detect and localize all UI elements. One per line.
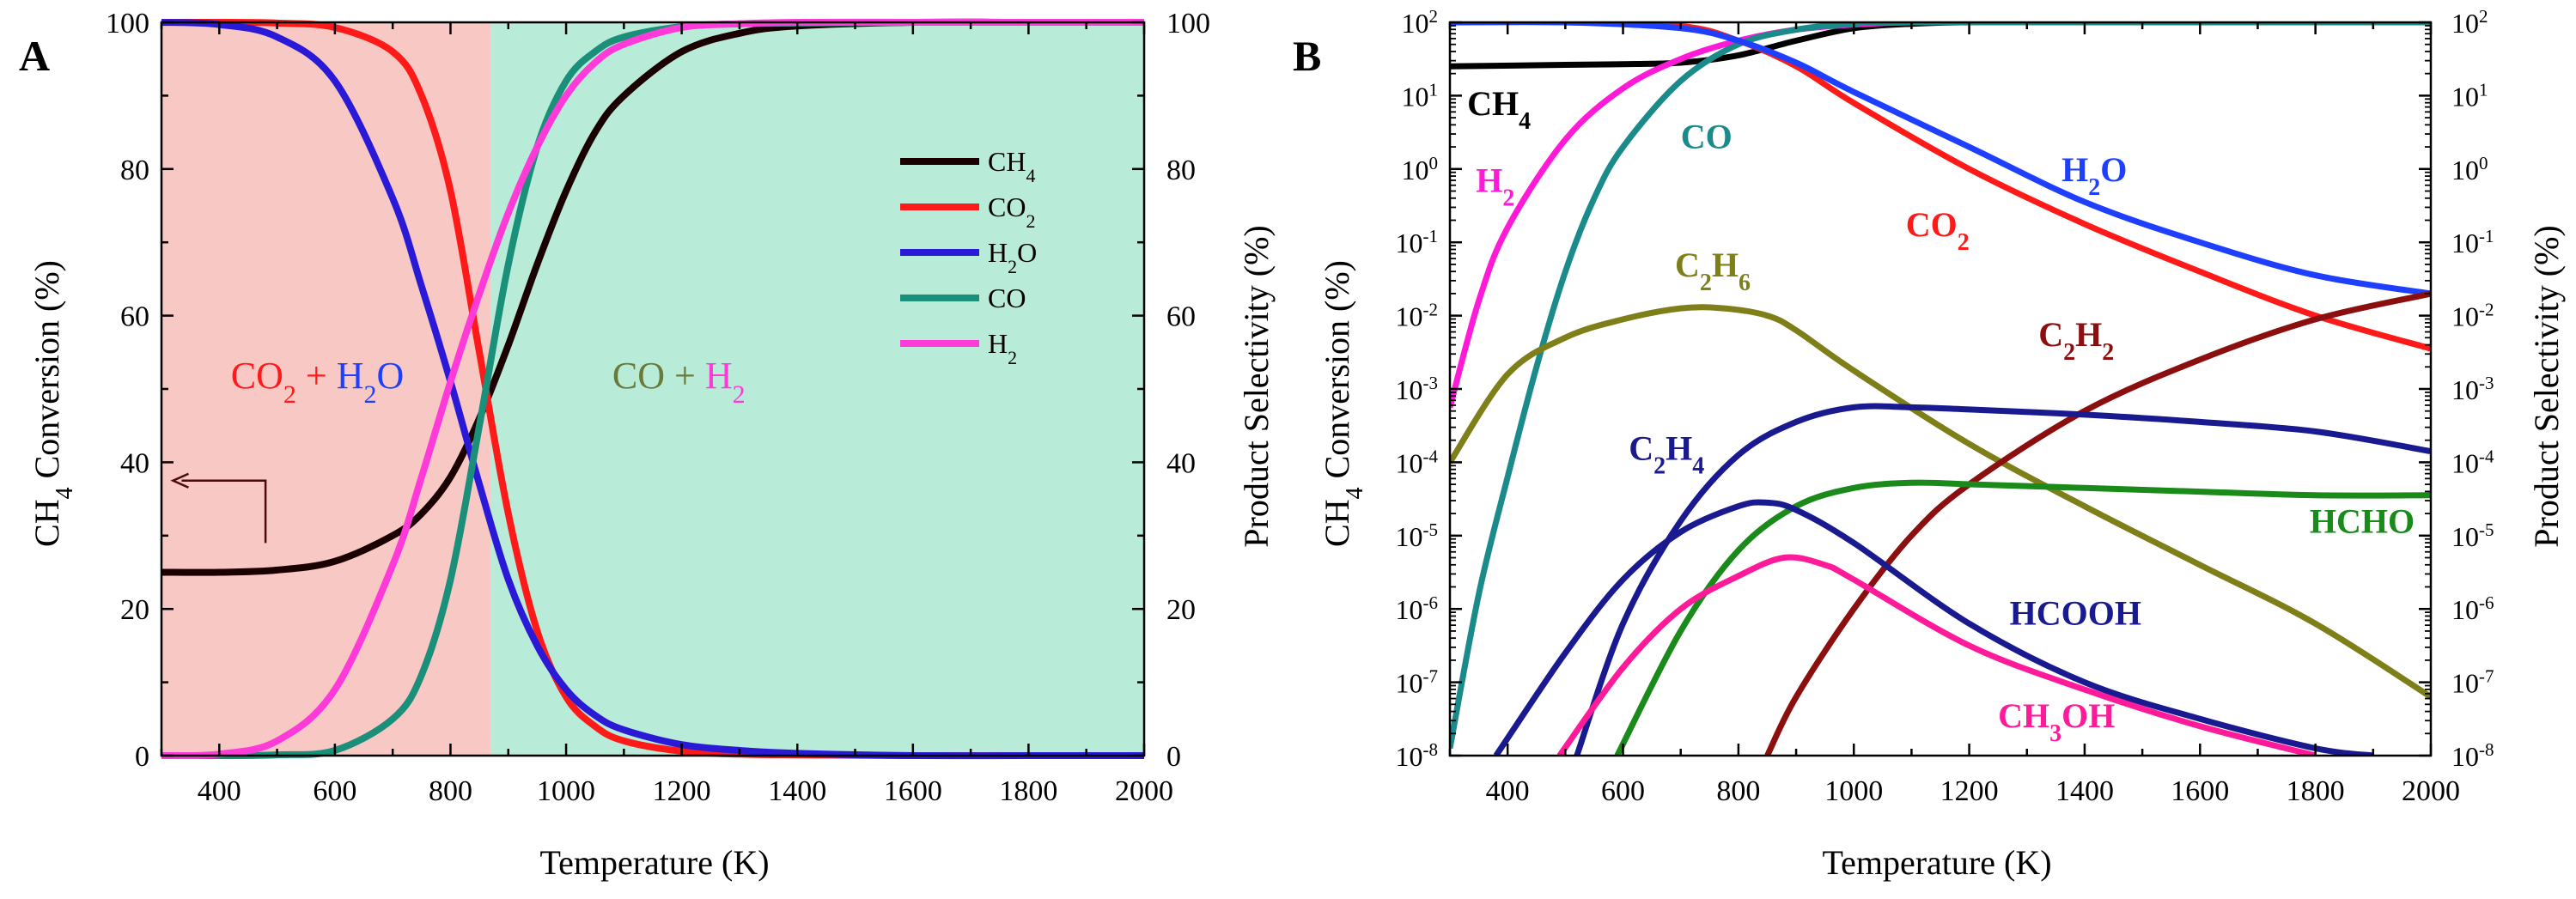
y-tick-label-right: 102: [2451, 6, 2488, 39]
series-labels: CH4 H2 CO CO2 H2O C2H6 C2H2 C2H4 HCHO HCOOH CH3OH: [1467, 84, 2415, 747]
series-label-ch4: CH4: [1467, 84, 1531, 135]
y-tick-label-right: 60: [1166, 301, 1196, 333]
y-axis-label-right: Product Selectivity (%): [1237, 225, 1276, 547]
x-tick-label: 1000: [1824, 775, 1883, 807]
y-tick-label-left: 10-7: [1396, 666, 1439, 699]
region-label-0: CO2 + H2O: [231, 355, 405, 409]
series-label-h2o: H2O: [2061, 150, 2127, 201]
y-tick-label-right: 10-7: [2451, 666, 2494, 699]
legend-label-h2: H2: [988, 328, 1017, 368]
y-tick-label-right: 101: [2451, 79, 2488, 112]
y-axis-label-left: CH4 Conversion (%): [27, 260, 78, 547]
y-tick-label-left: 80: [120, 155, 149, 186]
y-tick-label-left: 10-6: [1396, 592, 1439, 625]
region-1: [490, 22, 1144, 756]
y-tick-label-right: 10-4: [2451, 446, 2494, 478]
y-tick-label-left: 60: [120, 301, 149, 333]
x-tick-label: 1200: [653, 775, 711, 807]
y-tick-label-left: 40: [120, 447, 149, 479]
series-line-c2h6: [1450, 304, 2431, 700]
y-tick-label-right: 10-3: [2451, 373, 2494, 405]
x-tick-label: 800: [429, 775, 472, 807]
legend: CH4 CO2 H2O CO H2: [900, 146, 1037, 368]
x-tick-label: 1800: [2287, 775, 2345, 807]
series-label-ch3oh: CH3OH: [1998, 696, 2115, 747]
series-label-hcho: HCHO: [2310, 502, 2415, 541]
y-tick-label-left: 10-4: [1396, 446, 1439, 478]
y-tick-label-left: 0: [135, 741, 149, 773]
pointer-arrow-head: [170, 472, 189, 489]
panel-label-b: B: [1293, 32, 1321, 80]
annotations: CO2 + H2O CO + H2: [170, 355, 746, 544]
y-tick-label-right: 10-1: [2451, 226, 2494, 258]
x-axis-label: Temperature (K): [1822, 843, 2051, 882]
series-line-c2h4: [1574, 403, 2431, 756]
y-tick-label-right: 10-5: [2451, 519, 2494, 552]
series-lines: [1450, 22, 2431, 756]
y-tick-label-right: 10-8: [2451, 739, 2494, 772]
legend-label-co: CO: [988, 282, 1026, 313]
x-tick-label: 600: [313, 775, 356, 807]
series-label-h2: H2: [1476, 161, 1514, 212]
y-tick-label-right: 0: [1166, 741, 1181, 773]
series-line-hcooh: [1493, 499, 2374, 756]
x-tick-label: 2000: [1115, 775, 1173, 807]
series-line-h2o: [1450, 22, 2431, 297]
legend-label-h2o: H2O: [988, 237, 1037, 277]
series-line-c2h2: [1764, 290, 2431, 756]
y-axis-label-right: Product Selectivity (%): [2527, 225, 2566, 547]
x-axis-label: Temperature (K): [539, 843, 769, 882]
legend-label-co2: CO2: [988, 191, 1035, 232]
legend-label-ch4: CH4: [988, 146, 1035, 186]
x-tick-label: 400: [198, 775, 241, 807]
series-label-c2h2: C2H2: [2038, 315, 2114, 366]
y-tick-label-left: 102: [1402, 6, 1439, 39]
x-tick-label: 1000: [537, 775, 595, 807]
panel-label-a: A: [19, 32, 50, 80]
series-label-c2h4: C2H4: [1629, 428, 1704, 479]
y-tick-label-right: 10-6: [2451, 592, 2494, 625]
x-tick-label: 1400: [2055, 775, 2114, 807]
x-tick-label: 1400: [768, 775, 826, 807]
pointer-arrow: [181, 479, 267, 544]
series-label-co: CO: [1681, 117, 1733, 155]
series-line-ch3oh: [1556, 554, 2317, 756]
x-tick-label: 1600: [2171, 775, 2229, 807]
y-tick-label-left: 10-1: [1396, 226, 1439, 258]
series-label-hcooh: HCOOH: [2010, 593, 2141, 632]
series-line-h2o: [161, 19, 1144, 760]
x-tick-label: 1800: [999, 775, 1057, 807]
y-tick-label-right: 40: [1166, 447, 1196, 479]
y-tick-label-left: 10-3: [1396, 373, 1439, 405]
y-tick-label-left: 10-5: [1396, 519, 1439, 552]
y-tick-label-left: 100: [1402, 153, 1439, 185]
y-axis-label-left: CH4 Conversion (%): [1318, 260, 1368, 547]
y-tick-label-left: 10-2: [1396, 300, 1439, 332]
series-line-hcho: [1614, 479, 2431, 756]
y-tick-label-right: 80: [1166, 155, 1196, 186]
y-tick-label-left: 100: [106, 8, 149, 39]
x-tick-label: 1600: [884, 775, 942, 807]
x-tick-label: 600: [1601, 775, 1645, 807]
x-tick-label: 400: [1486, 775, 1530, 807]
y-tick-label-left: 101: [1402, 79, 1439, 112]
series-line-ch4: [1450, 22, 2431, 70]
x-tick-label: 800: [1716, 775, 1760, 807]
y-tick-label-right: 20: [1166, 594, 1196, 626]
y-tick-label-right: 10-2: [2451, 300, 2494, 332]
y-tick-label-left: 10-8: [1396, 739, 1439, 772]
series-label-co2: CO2: [1906, 205, 1970, 256]
y-tick-label-right: 100: [2451, 153, 2488, 185]
y-tick-label-right: 100: [1166, 8, 1210, 39]
y-tick-label-left: 20: [120, 594, 149, 626]
series-label-c2h6: C2H6: [1675, 246, 1751, 296]
region-label-1: CO + H2: [612, 355, 746, 409]
x-tick-label: 1200: [1940, 775, 1999, 807]
x-tick-label: 2000: [2402, 775, 2460, 807]
